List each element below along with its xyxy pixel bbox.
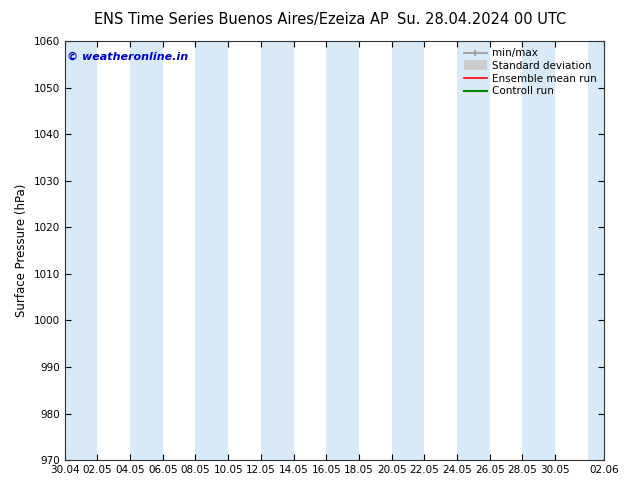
- Text: © weatheronline.in: © weatheronline.in: [67, 51, 188, 62]
- Bar: [392, 41, 424, 460]
- Legend: min/max, Standard deviation, Ensemble mean run, Controll run: min/max, Standard deviation, Ensemble me…: [460, 44, 601, 100]
- Y-axis label: Surface Pressure (hPa): Surface Pressure (hPa): [15, 184, 28, 318]
- Text: ENS Time Series Buenos Aires/Ezeiza AP: ENS Time Series Buenos Aires/Ezeiza AP: [94, 12, 388, 27]
- Bar: [327, 41, 359, 460]
- Bar: [195, 41, 228, 460]
- Bar: [130, 41, 163, 460]
- Bar: [588, 41, 621, 460]
- Bar: [457, 41, 489, 460]
- Text: Su. 28.04.2024 00 UTC: Su. 28.04.2024 00 UTC: [398, 12, 566, 27]
- Bar: [522, 41, 555, 460]
- Bar: [65, 41, 98, 460]
- Bar: [261, 41, 294, 460]
